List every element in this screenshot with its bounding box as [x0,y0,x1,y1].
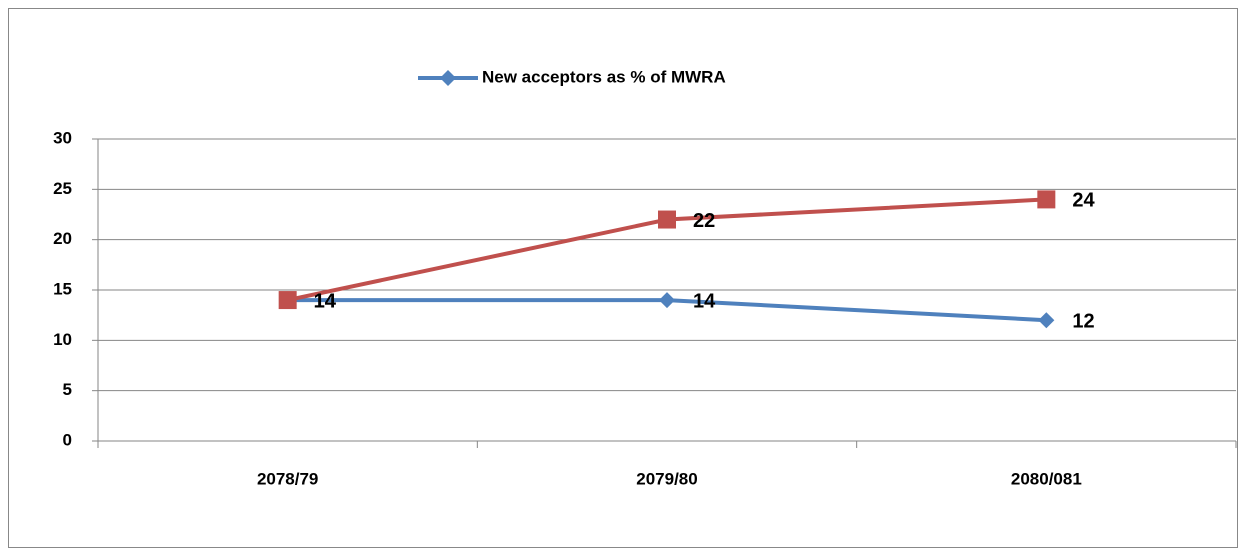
data-label: 24 [1072,190,1095,212]
y-tick-label: 0 [63,430,72,449]
legend-label: New acceptors as % of MWRA [482,67,726,86]
y-tick-label: 5 [63,380,72,399]
x-tick-label: 2079/80 [636,469,697,488]
data-point [1038,312,1055,329]
y-tick-label: 25 [53,179,72,198]
y-tick-label: 15 [53,279,72,298]
x-tick-label: 2080/081 [1011,469,1082,488]
data-point [659,292,675,309]
y-tick-label: 10 [53,330,72,349]
data-label: 14 [314,290,337,312]
data-point [658,210,676,229]
legend-marker [440,70,456,86]
data-point [278,291,297,310]
data-point [1037,190,1056,209]
x-tick-label: 2078/79 [257,469,318,488]
chart-border [8,8,1238,548]
data-label: 14 [314,290,337,312]
y-tick-label: 30 [53,128,72,147]
data-label: 14 [693,290,716,312]
data-label: 22 [693,210,715,232]
y-tick-label: 20 [53,229,72,248]
data-label: 12 [1072,310,1094,332]
